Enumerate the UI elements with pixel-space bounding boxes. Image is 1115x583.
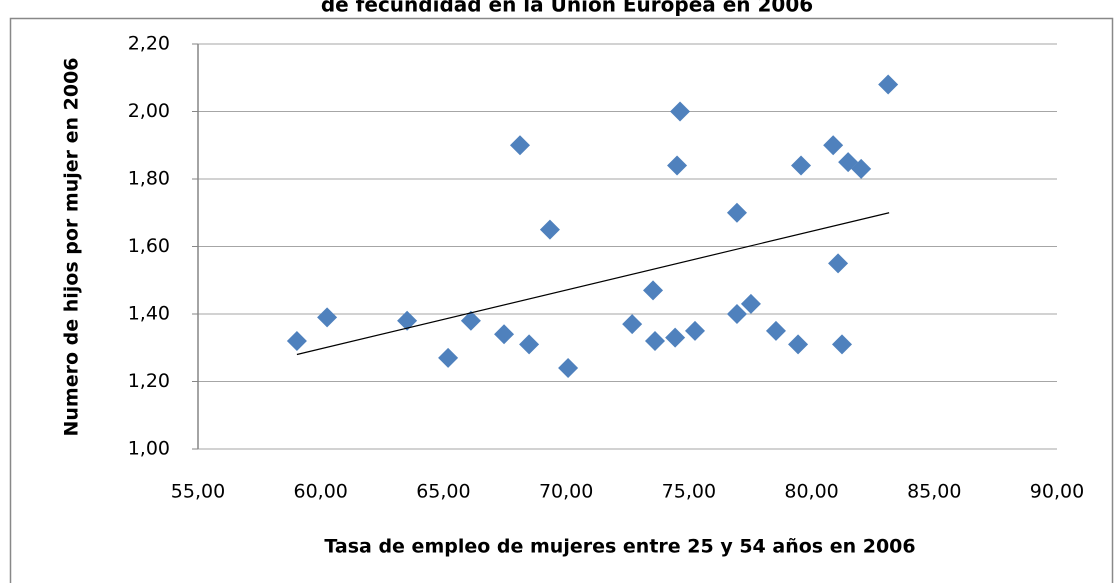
point	[397, 310, 418, 331]
point	[460, 310, 481, 331]
point	[670, 101, 691, 122]
point	[644, 331, 665, 351]
x-tick-label: 80,00	[784, 481, 838, 503]
x-tick-label: 65,00	[416, 481, 470, 503]
y-tick-label: 1,00	[128, 438, 170, 460]
x-tick-label: 70,00	[539, 481, 593, 503]
point	[726, 304, 747, 324]
chart-frame	[9, 17, 1114, 583]
point	[510, 135, 531, 156]
point	[667, 155, 688, 176]
x-tick-label: 60,00	[294, 481, 348, 503]
x-tick-label: 85,00	[907, 481, 961, 503]
x-axis-label: Tasa de empleo de mujeres entre 25 y 54 …	[324, 536, 915, 558]
y-tick-label: 2,00	[128, 100, 170, 122]
point	[832, 334, 853, 355]
x-tick-label: 75,00	[662, 481, 716, 503]
point	[558, 358, 579, 378]
point	[539, 219, 560, 240]
trendline	[296, 212, 890, 356]
point	[851, 158, 872, 179]
point	[665, 327, 686, 348]
point	[791, 155, 812, 176]
point	[828, 253, 849, 274]
point	[519, 334, 540, 355]
point	[788, 334, 809, 355]
y-tick-label: 1,60	[128, 235, 170, 257]
y-tick-label: 1,80	[128, 168, 170, 190]
point	[494, 324, 515, 345]
point	[878, 74, 899, 95]
x-tick-label: 90,00	[1030, 481, 1084, 503]
y-axis-label: Numero de hijos por mujer en 2006	[61, 57, 83, 436]
chart-title: de fecundidad en la Unión Europea en 200…	[321, 0, 813, 17]
point	[317, 307, 338, 328]
point	[684, 320, 705, 341]
point	[765, 320, 786, 341]
point	[643, 280, 664, 301]
x-tick-label: 55,00	[171, 481, 225, 503]
point	[726, 202, 747, 223]
point	[286, 331, 307, 351]
point	[823, 135, 844, 156]
point	[438, 347, 459, 368]
point	[740, 293, 761, 314]
y-tick-label: 2,20	[128, 33, 170, 55]
y-tick-label: 1,20	[128, 370, 170, 392]
y-tick-label: 1,40	[128, 303, 170, 325]
point	[622, 314, 643, 335]
